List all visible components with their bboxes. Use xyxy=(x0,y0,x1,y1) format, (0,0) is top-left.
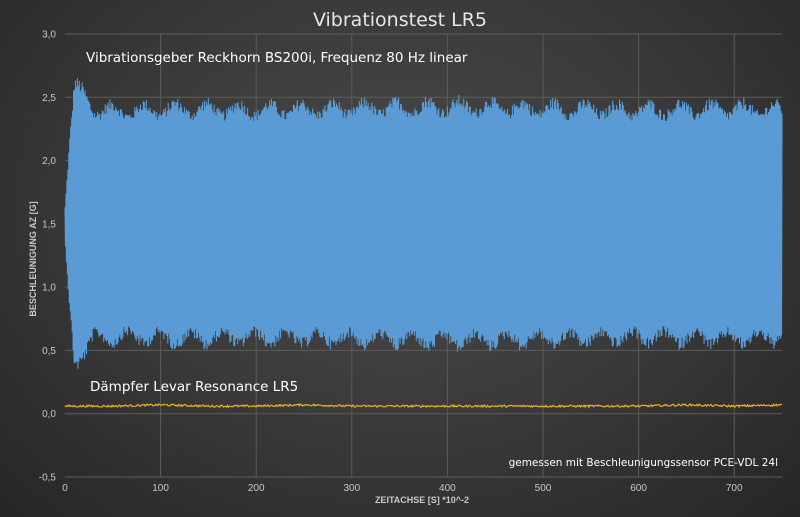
annotation-daempfer: Dämpfer Levar Resonance LR5 xyxy=(90,379,298,395)
x-tick-label: 200 xyxy=(248,483,265,494)
x-tick-label: 100 xyxy=(152,483,169,494)
y-tick-label: 0,5 xyxy=(42,346,56,357)
y-tick-label: 2,5 xyxy=(42,93,56,104)
series-layer xyxy=(64,77,783,409)
y-axis-ticks: -0,5 0,0 0,5 1,0 1,5 2,0 2,5 3,0 xyxy=(39,30,57,484)
y-axis-title: BESCHLEUNIGUNG AZ [G] xyxy=(28,201,38,316)
x-axis-ticks: 0 100 200 300 400 500 600 700 xyxy=(62,483,743,494)
x-tick-label: 400 xyxy=(439,483,456,494)
y-tick-label: 1,0 xyxy=(42,283,56,294)
x-tick-label: 0 xyxy=(62,483,68,494)
x-axis-title: ZEITACHSE [S] *10^-2 xyxy=(375,495,469,505)
series-vibrationsgeber-line xyxy=(64,77,783,369)
annotation-vibrationsgeber: Vibrationsgeber Reckhorn BS200i, Frequen… xyxy=(86,50,468,66)
x-tick-label: 600 xyxy=(630,483,647,494)
x-tick-label: 500 xyxy=(535,483,552,494)
y-tick-label: -0,5 xyxy=(39,473,57,484)
x-tick-label: 300 xyxy=(343,483,360,494)
annotation-sensor: gemessen mit Beschleunigungssensor PCE-V… xyxy=(509,457,778,469)
y-tick-label: 1,5 xyxy=(42,219,56,230)
series-daempfer-line xyxy=(64,403,782,409)
y-tick-label: 2,0 xyxy=(42,156,56,167)
y-tick-label: 3,0 xyxy=(42,30,56,41)
x-tick-label: 700 xyxy=(726,483,743,494)
y-tick-label: 0,0 xyxy=(42,409,56,420)
chart-title: Vibrationstest LR5 xyxy=(313,9,487,31)
